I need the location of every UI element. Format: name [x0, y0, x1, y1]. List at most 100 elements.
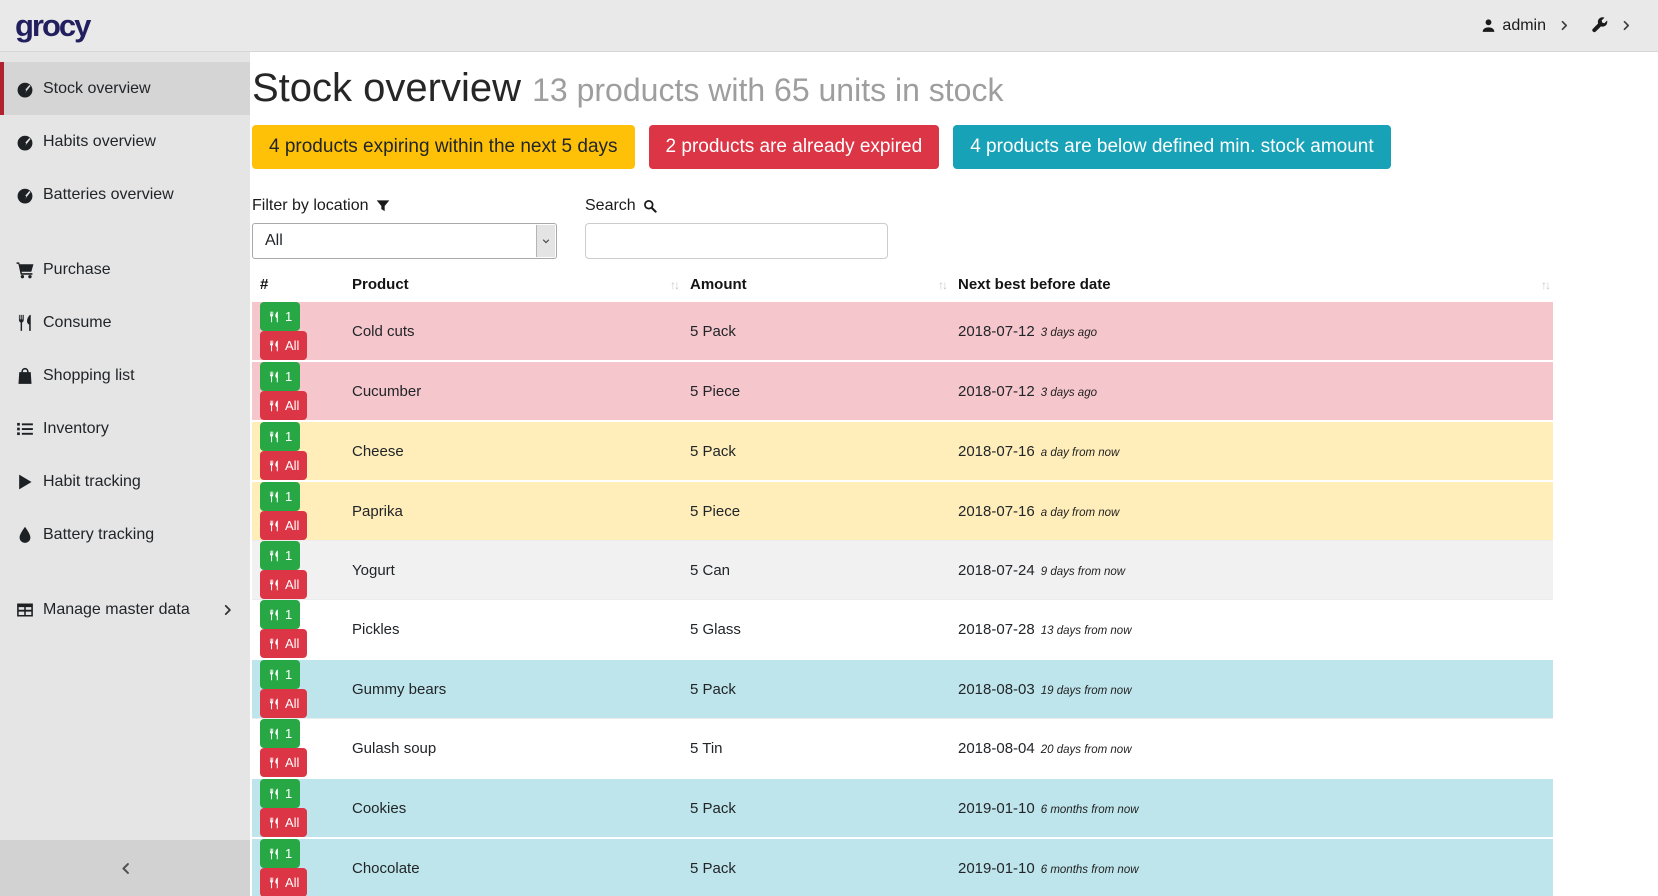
column-header-product[interactable]: Product	[344, 271, 682, 301]
utensils-icon	[268, 550, 280, 562]
row-actions-cell: 1 All	[252, 481, 344, 541]
consume-all-button[interactable]: All	[260, 868, 307, 896]
search-input[interactable]	[585, 223, 888, 259]
amount-cell: 5 Can	[682, 541, 950, 600]
sidebar-item-label: Habit tracking	[43, 473, 141, 491]
utensils-icon	[268, 609, 280, 621]
consume-one-button[interactable]: 1	[260, 362, 300, 391]
consume-all-button[interactable]: All	[260, 511, 307, 540]
row-actions-cell: 1All	[252, 541, 344, 600]
expiring-badge[interactable]: 4 products expiring within the next 5 da…	[252, 125, 635, 169]
stock-table: # Product Amount Next best before date 1…	[252, 271, 1553, 896]
consume-all-button[interactable]: All	[260, 391, 307, 420]
sidebar-item-stock-overview[interactable]: Stock overview	[0, 62, 250, 115]
button-label: All	[285, 338, 299, 353]
drop-icon	[16, 526, 34, 544]
best-before-date: 2018-07-28	[958, 621, 1035, 638]
user-menu[interactable]: admin	[1481, 17, 1546, 35]
below-min-badge[interactable]: 4 products are below defined min. stock …	[953, 125, 1390, 169]
row-actions-cell: 1All	[252, 600, 344, 660]
button-label: 1	[285, 429, 292, 444]
consume-one-button[interactable]: 1	[260, 779, 300, 808]
status-badges: 4 products expiring within the next 5 da…	[252, 125, 1553, 169]
product-cell: Cheese	[344, 421, 682, 481]
chevron-down-icon	[541, 236, 551, 246]
button-label: All	[285, 875, 299, 890]
relative-time: 6 months from now	[1041, 864, 1139, 876]
wrench-icon[interactable]	[1591, 17, 1608, 34]
app-logo[interactable]: grocy	[15, 8, 89, 44]
consume-all-button[interactable]: All	[260, 331, 307, 360]
settings-menu-chevron-icon[interactable]	[1621, 20, 1632, 31]
sidebar-nav: Stock overviewHabits overviewBatteries o…	[0, 62, 250, 636]
consume-all-button[interactable]: All	[260, 451, 307, 480]
best-before-cell: 2018-07-16a day from now	[950, 421, 1553, 481]
sidebar-item-inventory[interactable]: Inventory	[0, 402, 250, 455]
amount-cell: 5 Piece	[682, 361, 950, 421]
button-label: 1	[285, 489, 292, 504]
row-actions-cell: 1 All	[252, 838, 344, 896]
product-cell: Cookies	[344, 778, 682, 838]
best-before-cell: 2018-07-123 days ago	[950, 361, 1553, 421]
column-header-best-before[interactable]: Next best before date	[950, 271, 1553, 301]
consume-all-button[interactable]: All	[260, 748, 307, 777]
consume-one-button[interactable]: 1	[260, 600, 300, 629]
best-before-cell: 2018-07-16a day from now	[950, 481, 1553, 541]
relative-time: a day from now	[1041, 507, 1120, 519]
table-row: 1AllCold cuts5 Pack2018-07-123 days ago	[252, 301, 1553, 361]
table-header-row: # Product Amount Next best before date	[252, 271, 1553, 301]
utensils-icon	[268, 848, 280, 860]
relative-time: 9 days from now	[1041, 566, 1125, 578]
consume-all-button[interactable]: All	[260, 629, 307, 658]
consume-all-button[interactable]: All	[260, 570, 307, 599]
sidebar-item-consume[interactable]: Consume	[0, 296, 250, 349]
consume-one-button[interactable]: 1	[260, 719, 300, 748]
utensils-icon	[268, 638, 280, 650]
row-actions-cell: 1 All	[252, 421, 344, 481]
stock-table-body: 1AllCold cuts5 Pack2018-07-123 days ago1…	[252, 301, 1553, 896]
amount-cell: 5 Pack	[682, 421, 950, 481]
utensils-icon	[268, 579, 280, 591]
relative-time: 13 days from now	[1041, 625, 1132, 637]
best-before-cell: 2018-07-123 days ago	[950, 301, 1553, 361]
select-dropdown-arrow[interactable]	[536, 225, 555, 257]
button-label: All	[285, 458, 299, 473]
button-label: All	[285, 696, 299, 711]
sidebar: Stock overviewHabits overviewBatteries o…	[0, 52, 250, 896]
sidebar-collapse-button[interactable]	[0, 840, 250, 896]
sidebar-item-habit-tracking[interactable]: Habit tracking	[0, 455, 250, 508]
sidebar-item-habits-overview[interactable]: Habits overview	[0, 115, 250, 168]
consume-one-button[interactable]: 1	[260, 482, 300, 511]
location-select[interactable]: All	[252, 223, 557, 259]
consume-one-button[interactable]: 1	[260, 422, 300, 451]
sort-icon	[938, 278, 946, 292]
sidebar-item-battery-tracking[interactable]: Battery tracking	[0, 508, 250, 561]
sidebar-item-manage-master-data[interactable]: Manage master data	[0, 583, 250, 636]
sidebar-group: PurchaseConsumeShopping listInventory Hab…	[0, 243, 250, 561]
table-row: 1AllCucumber5 Piece2018-07-123 days ago	[252, 361, 1553, 421]
button-label: 1	[285, 369, 292, 384]
best-before-date: 2019-01-10	[958, 800, 1035, 817]
utensils-icon	[268, 698, 280, 710]
consume-all-button[interactable]: All	[260, 808, 307, 837]
amount-cell: 5 Piece	[682, 481, 950, 541]
consume-one-button[interactable]: 1	[260, 302, 300, 331]
column-header-amount[interactable]: Amount	[682, 271, 950, 301]
sidebar-item-batteries-overview[interactable]: Batteries overview	[0, 168, 250, 221]
best-before-cell: 2019-01-106 months from now	[950, 778, 1553, 838]
expired-badge[interactable]: 2 products are already expired	[649, 125, 940, 169]
row-actions-cell: 1All	[252, 778, 344, 838]
consume-all-button[interactable]: All	[260, 689, 307, 718]
consume-one-button[interactable]: 1	[260, 839, 300, 868]
cart-icon	[16, 261, 34, 279]
best-before-date: 2018-07-16	[958, 443, 1035, 460]
utensils-icon	[268, 728, 280, 740]
sidebar-item-purchase[interactable]: Purchase	[0, 243, 250, 296]
consume-one-button[interactable]: 1	[260, 541, 300, 570]
user-menu-chevron-icon[interactable]	[1559, 20, 1570, 31]
best-before-cell: 2018-07-28 13 days from now	[950, 600, 1553, 660]
play-icon	[16, 473, 34, 491]
sidebar-item-shopping-list[interactable]: Shopping list	[0, 349, 250, 402]
consume-one-button[interactable]: 1	[260, 660, 300, 689]
amount-cell: 5 Tin	[682, 719, 950, 779]
